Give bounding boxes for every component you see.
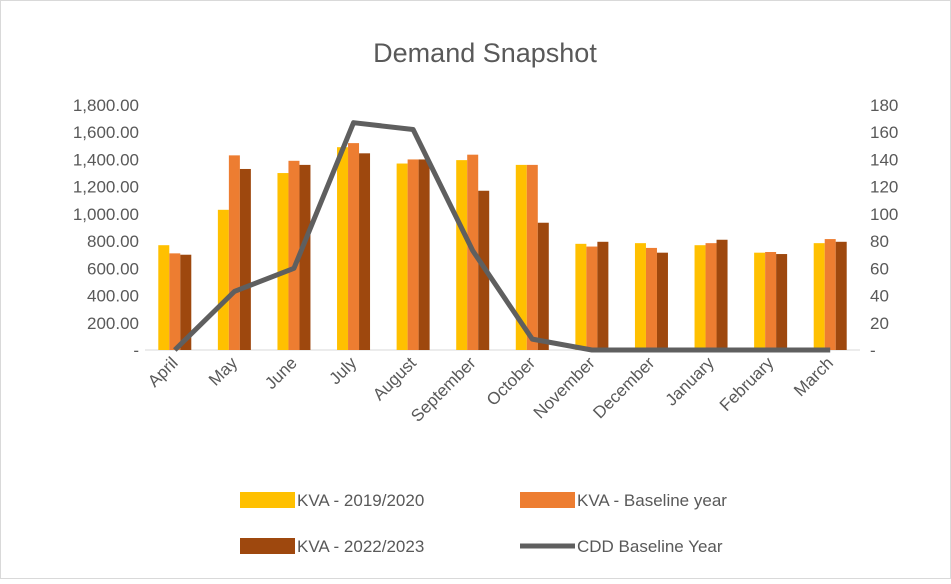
- y2-tick-label: 60: [870, 259, 889, 278]
- bar: [526, 164, 538, 350]
- y-tick-label: 1,600.00: [73, 123, 139, 142]
- legend-label: CDD Baseline Year: [577, 537, 723, 556]
- bar: [813, 243, 825, 350]
- bar: [776, 254, 788, 350]
- y2-tick-label: 40: [870, 287, 889, 306]
- y2-tick-label: 140: [870, 150, 898, 169]
- bar: [835, 241, 847, 350]
- bar: [169, 253, 181, 350]
- y2-tick-label: 100: [870, 205, 898, 224]
- legend-swatch: [240, 538, 295, 554]
- y2-tick-label: -: [870, 341, 876, 360]
- bar: [765, 252, 777, 350]
- y2-tick-label: 180: [870, 96, 898, 115]
- y-tick-label: 600.00: [87, 259, 139, 278]
- bar: [418, 159, 430, 350]
- bar: [597, 241, 609, 350]
- bar: [180, 254, 192, 350]
- bar: [299, 164, 311, 350]
- bar: [158, 245, 170, 350]
- bar: [705, 243, 717, 350]
- y2-tick-label: 120: [870, 178, 898, 197]
- legend-swatch: [520, 492, 575, 508]
- legend-swatch: [240, 492, 295, 508]
- bar: [515, 164, 527, 350]
- bar: [824, 239, 836, 350]
- line: [173, 120, 831, 353]
- bar: [396, 163, 408, 350]
- y-tick-label: 200.00: [87, 314, 139, 333]
- bar: [348, 143, 360, 350]
- bar: [656, 252, 668, 350]
- bar: [645, 247, 657, 350]
- bar: [359, 153, 371, 350]
- bar: [716, 239, 728, 350]
- bar: [456, 160, 468, 350]
- bar: [337, 147, 349, 350]
- bar: [239, 168, 251, 350]
- y-tick-label: 400.00: [87, 287, 139, 306]
- bar: [277, 173, 289, 350]
- y-tick-label: 1,200.00: [73, 178, 139, 197]
- y-tick-label: 1,400.00: [73, 150, 139, 169]
- bar: [694, 245, 706, 350]
- bar: [586, 246, 598, 350]
- bar: [575, 243, 587, 350]
- y-tick-label: 1,000.00: [73, 205, 139, 224]
- bar: [537, 222, 549, 350]
- legend-label: KVA - Baseline year: [577, 491, 727, 510]
- bar: [288, 160, 300, 350]
- y-tick-label: 1,800.00: [73, 96, 139, 115]
- legend-label: KVA - 2022/2023: [297, 537, 424, 556]
- y-tick-label: -: [133, 341, 139, 360]
- y2-tick-label: 80: [870, 232, 889, 251]
- bar: [634, 243, 646, 350]
- y2-tick-label: 20: [870, 314, 889, 333]
- y-tick-label: 800.00: [87, 232, 139, 251]
- bar: [228, 155, 240, 350]
- y2-tick-label: 160: [870, 123, 898, 142]
- legend-label: KVA - 2019/2020: [297, 491, 424, 510]
- chart-title: Demand Snapshot: [373, 38, 597, 68]
- bar: [754, 252, 766, 350]
- bar: [407, 159, 419, 350]
- bar: [217, 209, 229, 350]
